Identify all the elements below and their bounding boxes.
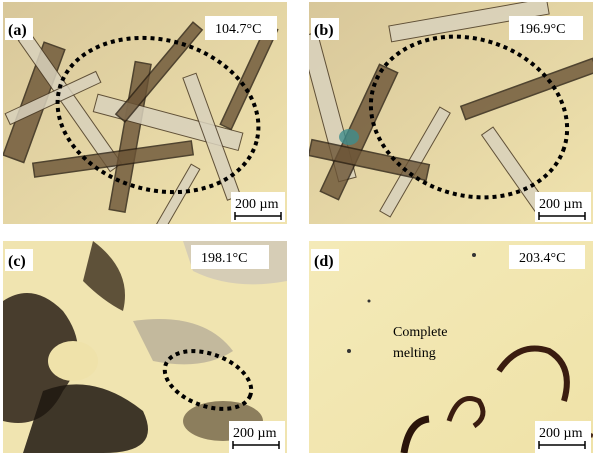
- panel-label: (d): [314, 253, 334, 270]
- temperature: 196.9°C: [519, 22, 565, 37]
- figure: (a) 104.7°C 200 µm (b) 196.9°C 200 µm: [0, 0, 593, 453]
- annotation: melting: [393, 346, 436, 361]
- scale-bar-label: 200 µm: [539, 426, 583, 441]
- temperature: 104.7°C: [215, 22, 261, 37]
- panel-label: (c): [8, 253, 26, 270]
- scale-bar-label: 200 µm: [539, 197, 583, 212]
- temperature: 198.1°C: [201, 251, 247, 266]
- panel-label: (b): [314, 22, 334, 39]
- panel-c: (c) 198.1°C 200 µm: [3, 241, 287, 453]
- scale-bar-label: 200 µm: [235, 197, 279, 212]
- panel-label: (a): [8, 22, 27, 39]
- annotation: Complete: [393, 325, 447, 340]
- scale-bar-label: 200 µm: [233, 426, 277, 441]
- panel-a: (a) 104.7°C 200 µm: [3, 2, 287, 230]
- temperature: 203.4°C: [519, 251, 565, 266]
- panel-b: (b) 196.9°C 200 µm: [300, 0, 593, 224]
- panel-d: (d) 203.4°C Complete melting 200 µm: [309, 241, 593, 453]
